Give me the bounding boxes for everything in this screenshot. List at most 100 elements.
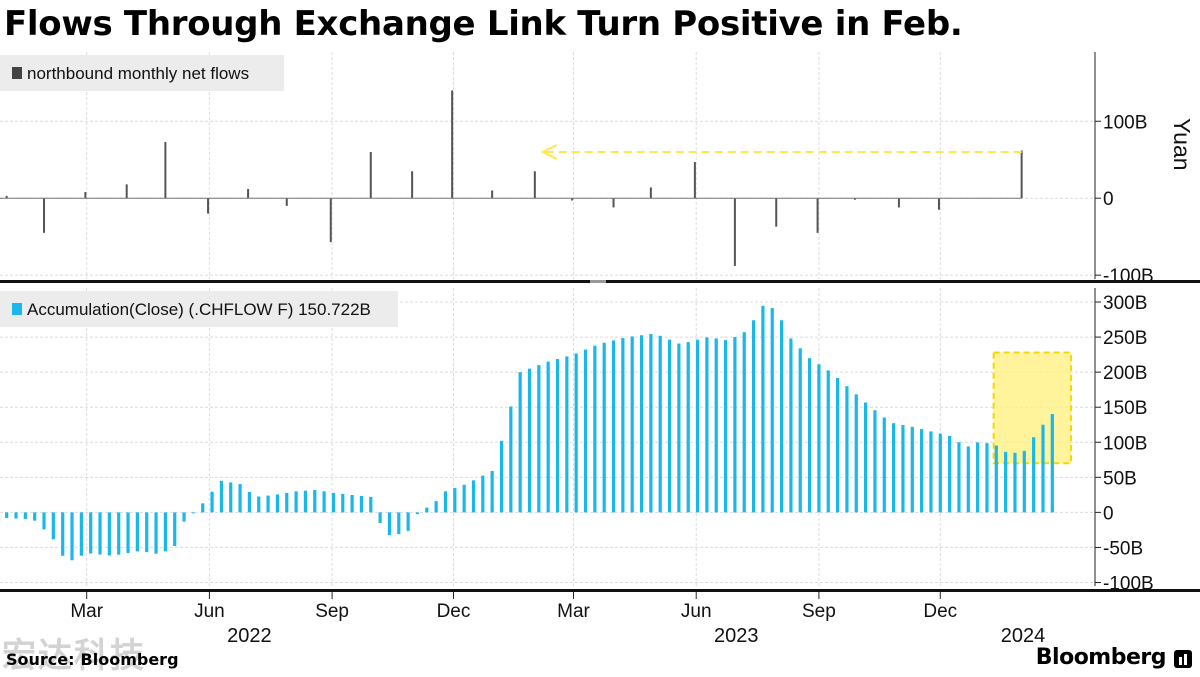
accumulation-bar [649, 334, 653, 513]
accumulation-bar [1041, 424, 1045, 513]
accumulation-bar [817, 364, 821, 513]
net-flow-bar [451, 90, 454, 199]
accumulation-bar [863, 402, 868, 513]
accumulation-bar [770, 308, 774, 513]
accumulation-bar [490, 470, 494, 513]
net-flow-bar [411, 171, 414, 199]
accumulation-bar [761, 305, 765, 513]
y-tick-label: 100B [1103, 433, 1147, 454]
accumulation-bar [23, 512, 27, 519]
y-tick-label: 250B [1103, 328, 1147, 349]
accumulation-bar [714, 338, 718, 513]
net-flow-bar [247, 188, 250, 199]
accumulation-bar [61, 512, 65, 556]
accumulation-bar [509, 406, 513, 513]
accumulation-bar [79, 512, 83, 556]
accumulation-bar [294, 491, 298, 513]
x-tick-label: Dec [437, 601, 471, 622]
accumulation-bar [1004, 451, 1008, 513]
y-tick-label: 200B [1103, 363, 1147, 384]
accumulation-bar [705, 337, 709, 513]
legend-swatch [12, 67, 22, 79]
net-flow-bar [775, 198, 778, 227]
accumulation-bar [145, 512, 149, 553]
accumulation-bar [5, 512, 9, 518]
accumulation-bar [779, 320, 784, 513]
accumulation-bar [257, 496, 261, 513]
y-tick-label: 0 [1103, 503, 1114, 524]
net-flow-bar [533, 171, 536, 199]
accumulation-bar [1050, 414, 1054, 513]
accumulation-bar [835, 377, 840, 513]
accumulation-bar [985, 443, 989, 513]
accumulation-bar [359, 495, 364, 513]
net-flow-bar [43, 198, 46, 233]
accumulation-bar [611, 340, 616, 513]
net-flow-bar [369, 152, 372, 199]
accumulation-bar [238, 484, 242, 513]
y-tick-label: 0 [1103, 189, 1114, 210]
accumulation-bar [826, 370, 830, 513]
accumulation-bar [677, 343, 681, 513]
x-tick-label: Dec [923, 601, 957, 622]
y-tick-label: 150B [1103, 398, 1147, 419]
accumulation-bar [443, 491, 448, 513]
net-flow-bar [164, 142, 167, 199]
net-flow-bar [853, 198, 856, 200]
net-flow-bar [329, 198, 332, 243]
accumulation-bar [948, 435, 952, 513]
x-year-label: 2022 [227, 625, 272, 647]
accumulation-bar [341, 493, 345, 513]
accumulation-bar [303, 490, 308, 513]
accumulation-bar [639, 335, 644, 513]
accumulation-bar [854, 394, 858, 513]
legend-swatch [12, 303, 22, 315]
accumulation-bar [415, 512, 420, 515]
accumulation-bar [976, 442, 980, 513]
accumulation-bar [593, 345, 597, 513]
accumulation-bar [957, 442, 961, 513]
accumulation-bar [910, 426, 914, 513]
y-axis-label: Yuan [1169, 118, 1195, 170]
chart-title: Flows Through Exchange Link Turn Positiv… [4, 4, 963, 44]
y-tick-label: -50B [1103, 538, 1143, 559]
accumulation-bar [537, 365, 541, 513]
accumulation-bar [565, 356, 569, 513]
accumulation-bar [369, 496, 373, 513]
accumulation-bar [406, 512, 410, 531]
net-flow-bar [285, 198, 288, 206]
legend-label: northbound monthly net flows [27, 64, 249, 83]
legend-box [0, 291, 398, 327]
accumulation-bar [89, 512, 93, 554]
accumulation-bar [275, 494, 280, 513]
accumulation-bar [266, 495, 270, 513]
panel-resize-handle [590, 280, 606, 283]
x-year-label: 2024 [1001, 625, 1046, 647]
accumulation-bar [602, 342, 606, 513]
legend-box [0, 55, 284, 91]
accumulation-bar [219, 480, 224, 513]
accumulation-bar [527, 368, 532, 513]
net-flow-bar [207, 198, 210, 214]
accumulation-bar [621, 338, 625, 513]
accumulation-bar [481, 475, 485, 513]
accumulation-bar [966, 446, 970, 513]
x-tick-label: Jun [681, 601, 712, 622]
watermark: 宏达科技 [2, 636, 146, 676]
accumulation-bar [229, 482, 233, 513]
accumulation-bar [322, 491, 326, 513]
accumulation-bar [387, 512, 392, 536]
accumulation-bar [499, 440, 504, 513]
net-flow-bar [612, 198, 615, 208]
accumulation-bar [210, 491, 214, 513]
net-flow-bar [897, 198, 900, 208]
net-flow-bar [733, 198, 736, 266]
accumulation-bar [938, 433, 942, 513]
accumulation-bar [630, 336, 634, 513]
accumulation-bar [33, 512, 37, 521]
accumulation-bar [695, 339, 700, 513]
legend-label: Accumulation(Close) (.CHFLOW F) 150.722B [27, 300, 371, 319]
accumulation-bar [518, 372, 522, 513]
accumulation-bar [453, 488, 457, 513]
y-tick-label: -100B [1103, 266, 1154, 287]
